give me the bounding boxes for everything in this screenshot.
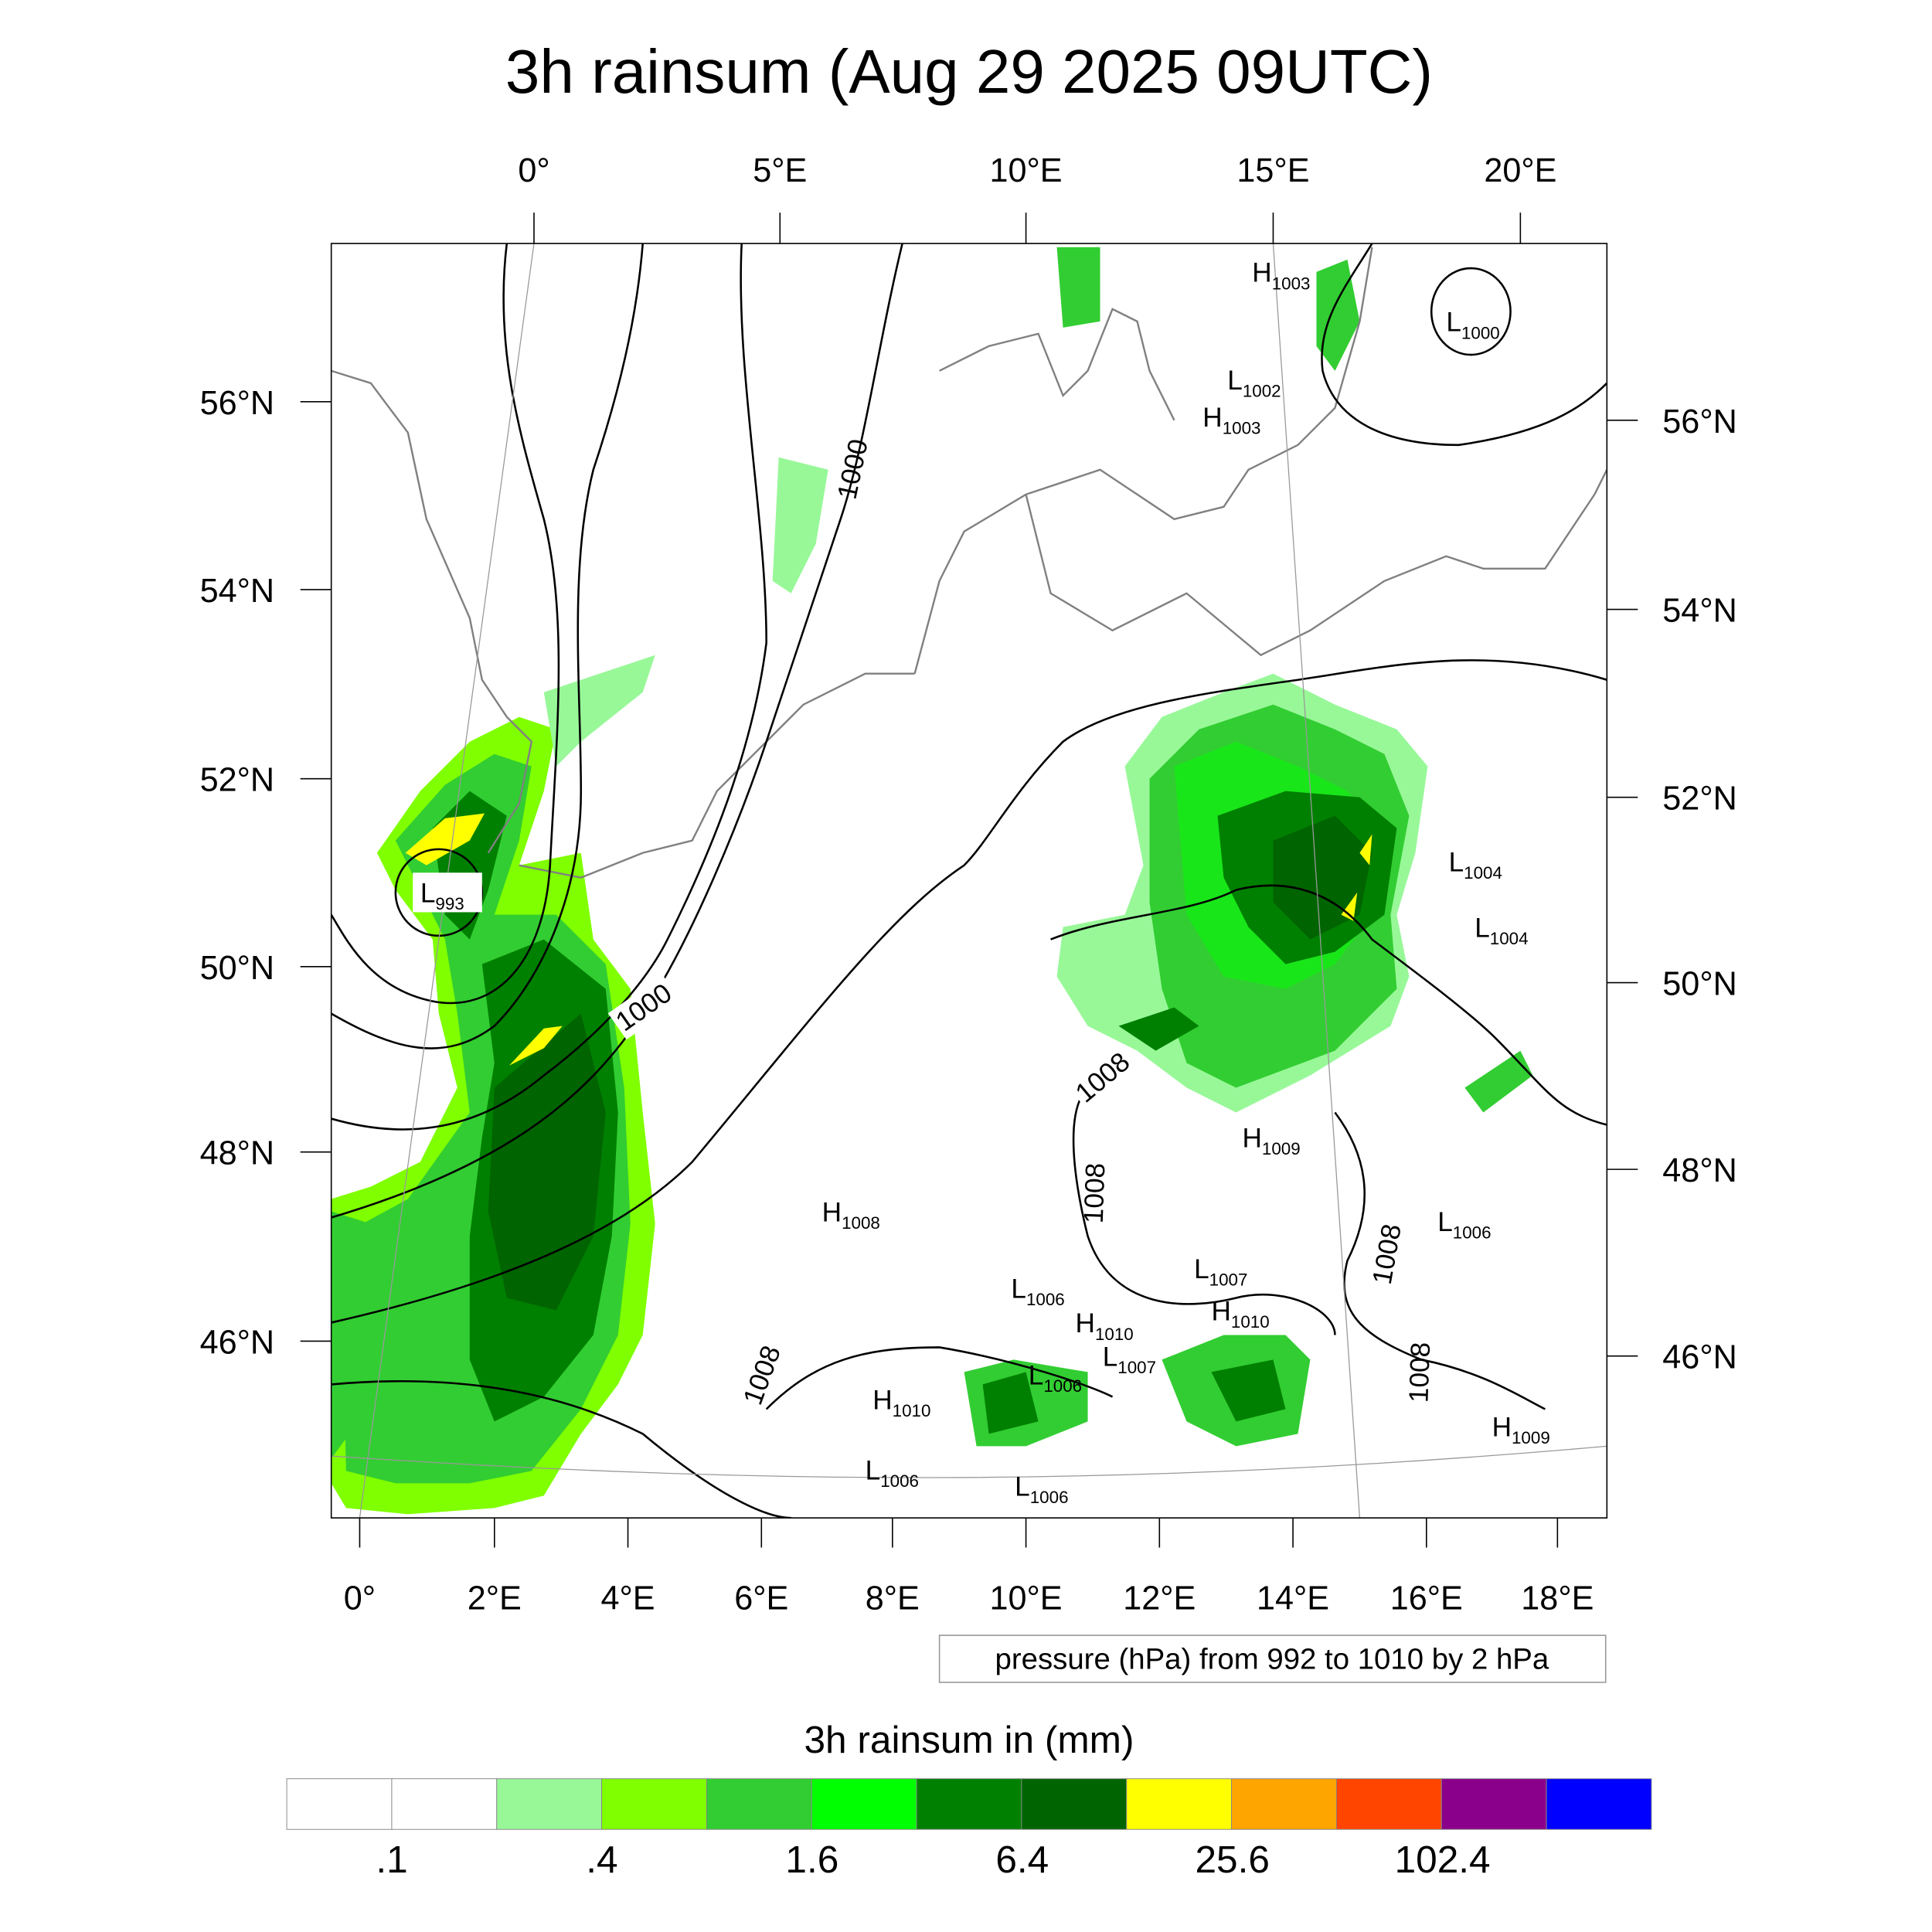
svg-text:H1003: H1003 [1202,403,1260,438]
svg-text:46°N: 46°N [200,1324,274,1361]
svg-text:56°N: 56°N [1662,403,1736,440]
svg-text:.4: .4 [586,1838,617,1881]
svg-text:10°E: 10°E [990,1580,1063,1617]
svg-text:48°N: 48°N [1662,1152,1736,1189]
svg-text:pressure (hPa) from 992 to 101: pressure (hPa) from 992 to 1010 by 2 hPa [995,1642,1549,1675]
svg-text:L1007: L1007 [1194,1254,1247,1290]
colorbar-swatch [601,1778,707,1830]
colorbar-swatch [811,1778,917,1830]
svg-text:L993: L993 [420,879,464,914]
lat-ticks [300,401,1638,1357]
svg-text:L1002: L1002 [1227,366,1281,401]
svg-text:L1000: L1000 [1446,308,1499,343]
svg-text:56°N: 56°N [200,385,274,422]
svg-text:12°E: 12°E [1123,1580,1196,1617]
colorbar-swatch [1546,1778,1652,1830]
bottom-lon-labels: 0° 2°E 4°E 6°E 8°E 10°E 12°E 14°E 16°E 1… [344,1580,1594,1617]
colorbar-labels: .1 .4 1.6 6.4 25.6 102.4 [376,1838,1490,1881]
svg-text:102.4: 102.4 [1395,1838,1491,1881]
colorbar-swatch [706,1778,812,1830]
svg-text:15°E: 15°E [1236,152,1309,189]
colorbar-swatch [916,1778,1022,1830]
svg-text:4°E: 4°E [601,1580,655,1617]
colorbar-title: 3h rainsum in (mm) [804,1718,1134,1761]
svg-text:6°E: 6°E [734,1580,788,1617]
svg-text:1008: 1008 [1403,1342,1436,1403]
svg-text:8°E: 8°E [866,1580,920,1617]
svg-text:20°E: 20°E [1484,152,1556,189]
svg-text:L1007: L1007 [1103,1342,1156,1377]
contour-info-box: pressure (hPa) from 992 to 1010 by 2 hPa [938,1634,1607,1683]
svg-text:50°N: 50°N [1662,966,1736,1003]
right-lat-labels: 56°N 54°N 52°N 50°N 48°N 46°N [1662,403,1736,1376]
svg-text:H1010: H1010 [1076,1308,1134,1344]
svg-text:H1008: H1008 [822,1197,880,1233]
svg-text:H1010: H1010 [1211,1296,1269,1332]
isobars [331,243,1607,1519]
svg-text:0°: 0° [518,152,549,189]
pressure-center-labels: H1003 L1000 L1002 H1003 L993 L1004 L1004… [413,258,1550,1507]
svg-text:2°E: 2°E [468,1580,522,1617]
svg-text:5°E: 5°E [753,152,807,189]
svg-text:.1: .1 [376,1838,407,1881]
svg-text:52°N: 52°N [1662,781,1736,818]
colorbar-swatch [1335,1778,1442,1830]
svg-text:1.6: 1.6 [785,1838,838,1881]
left-lat-labels: 56°N 54°N 52°N 50°N 48°N 46°N [200,385,274,1362]
top-lon-axis [533,213,1522,244]
colorbar-swatch [1021,1778,1128,1830]
svg-text:L1004: L1004 [1449,848,1502,883]
colorbar [286,1778,1652,1830]
svg-text:H1003: H1003 [1252,258,1310,294]
colorbar-swatch [1126,1778,1233,1830]
svg-text:16°E: 16°E [1390,1580,1463,1617]
top-lon-labels: 0° 5°E 10°E 15°E 20°E [518,152,1556,189]
svg-text:50°N: 50°N [200,950,274,987]
svg-text:54°N: 54°N [1662,593,1736,630]
svg-text:L1006: L1006 [1029,1360,1082,1396]
svg-text:52°N: 52°N [200,762,274,799]
bottom-lon-ticks [359,1518,1559,1548]
svg-text:L1006: L1006 [1011,1274,1064,1309]
svg-text:48°N: 48°N [200,1135,274,1172]
rain-area-east [964,247,1533,1447]
colorbar-swatch [1231,1778,1337,1830]
colorbar-swatch [286,1778,393,1830]
svg-text:10°E: 10°E [990,152,1063,189]
svg-text:18°E: 18°E [1521,1580,1594,1617]
svg-text:1008: 1008 [738,1342,787,1409]
svg-text:L1006: L1006 [866,1456,919,1492]
colorbar-swatch [391,1778,498,1830]
figure-title: 3h rainsum (Aug 29 2025 09UTC) [505,37,1433,106]
svg-text:0°: 0° [344,1580,376,1617]
svg-text:L1006: L1006 [1437,1207,1491,1243]
svg-text:H1009: H1009 [1242,1123,1300,1158]
svg-text:H1010: H1010 [872,1385,930,1420]
map-panel: H1003 L1000 L1002 H1003 L993 L1004 L1004… [330,243,1608,1519]
colorbar-swatch [496,1778,603,1830]
svg-text:H1009: H1009 [1492,1413,1550,1448]
colorbar-swatch [1440,1778,1547,1830]
svg-text:1008: 1008 [1079,1162,1111,1224]
svg-text:46°N: 46°N [1662,1339,1736,1376]
svg-text:6.4: 6.4 [995,1838,1049,1881]
svg-text:1000: 1000 [832,437,874,502]
svg-text:54°N: 54°N [200,573,274,610]
svg-text:1008: 1008 [1367,1222,1407,1287]
svg-text:L1006: L1006 [1015,1471,1068,1507]
svg-text:14°E: 14°E [1257,1580,1329,1617]
map-frame [330,243,1608,1519]
coastlines [331,247,1607,879]
svg-text:25.6: 25.6 [1195,1838,1270,1881]
svg-text:L1004: L1004 [1475,913,1528,948]
